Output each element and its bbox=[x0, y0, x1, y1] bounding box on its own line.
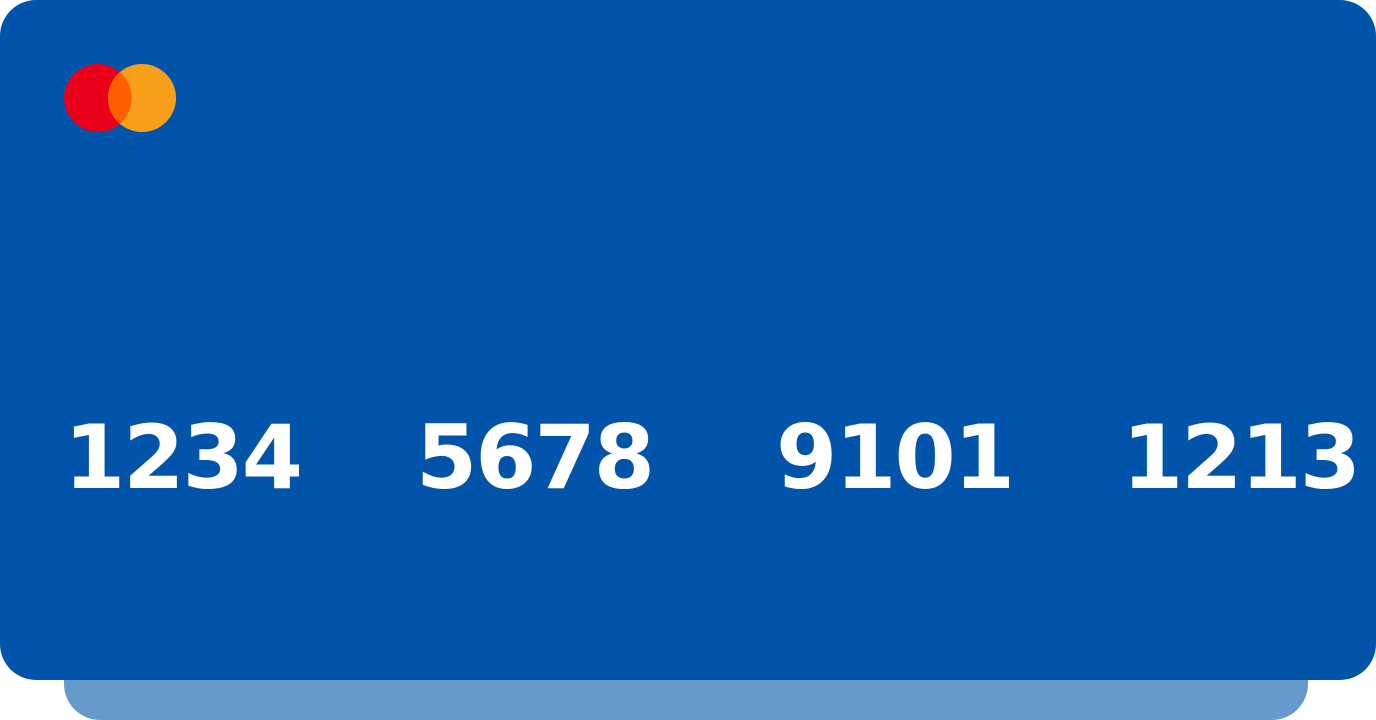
card-number-group-1: 1234 bbox=[64, 406, 303, 509]
mastercard-logo-icon bbox=[64, 64, 176, 132]
card-number-group-3: 9101 bbox=[776, 406, 1015, 509]
card-number-group-2: 5678 bbox=[416, 406, 655, 509]
card-number-group-4: 1213 bbox=[1122, 406, 1361, 509]
credit-card[interactable]: 1234 5678 9101 1213 bbox=[0, 0, 1376, 680]
